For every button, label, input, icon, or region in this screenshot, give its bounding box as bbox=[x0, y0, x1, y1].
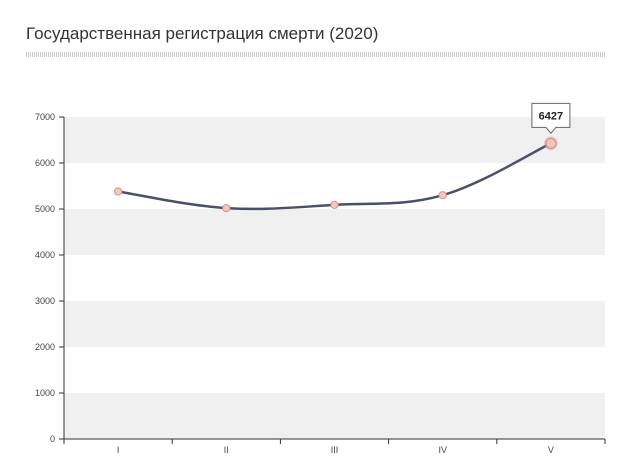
series bbox=[114, 136, 558, 213]
x-tick-label: I bbox=[117, 445, 120, 455]
y-tick-label: 7000 bbox=[35, 112, 55, 122]
grid-band bbox=[64, 117, 605, 163]
axes bbox=[63, 117, 605, 440]
tooltip-box bbox=[531, 102, 571, 135]
y-tick-label: 5000 bbox=[35, 204, 55, 214]
y-axis-ticks: 0 1000 2000 3000 4000 5000 6000 7000 bbox=[35, 112, 64, 444]
data-point bbox=[545, 137, 557, 149]
data-point bbox=[330, 200, 339, 209]
grid-band bbox=[64, 209, 605, 255]
data-point bbox=[222, 203, 231, 213]
tooltip: 6427 bbox=[531, 102, 571, 135]
y-tick-label: 3000 bbox=[35, 296, 55, 306]
data-point bbox=[438, 191, 447, 200]
data-point bbox=[114, 187, 123, 196]
y-tick-label: 0 bbox=[50, 434, 55, 444]
grid-bands bbox=[64, 117, 605, 439]
x-tick-label: V bbox=[548, 445, 554, 455]
tooltip-value: 6427 bbox=[539, 110, 563, 122]
title-divider bbox=[26, 52, 606, 57]
x-tick-label: IV bbox=[438, 445, 447, 455]
x-axis-ticks: I II III IV V bbox=[63, 439, 606, 455]
y-tick-label: 6000 bbox=[35, 158, 55, 168]
x-tick-label: II bbox=[224, 445, 229, 455]
y-tick-label: 2000 bbox=[35, 342, 55, 352]
x-tick-label: III bbox=[331, 445, 339, 455]
y-tick-label: 4000 bbox=[35, 250, 55, 260]
grid-band bbox=[64, 393, 605, 439]
chart-title: Государственная регистрация смерти (2020… bbox=[26, 24, 379, 43]
grid-band bbox=[64, 301, 605, 347]
y-tick-label: 1000 bbox=[35, 388, 55, 398]
